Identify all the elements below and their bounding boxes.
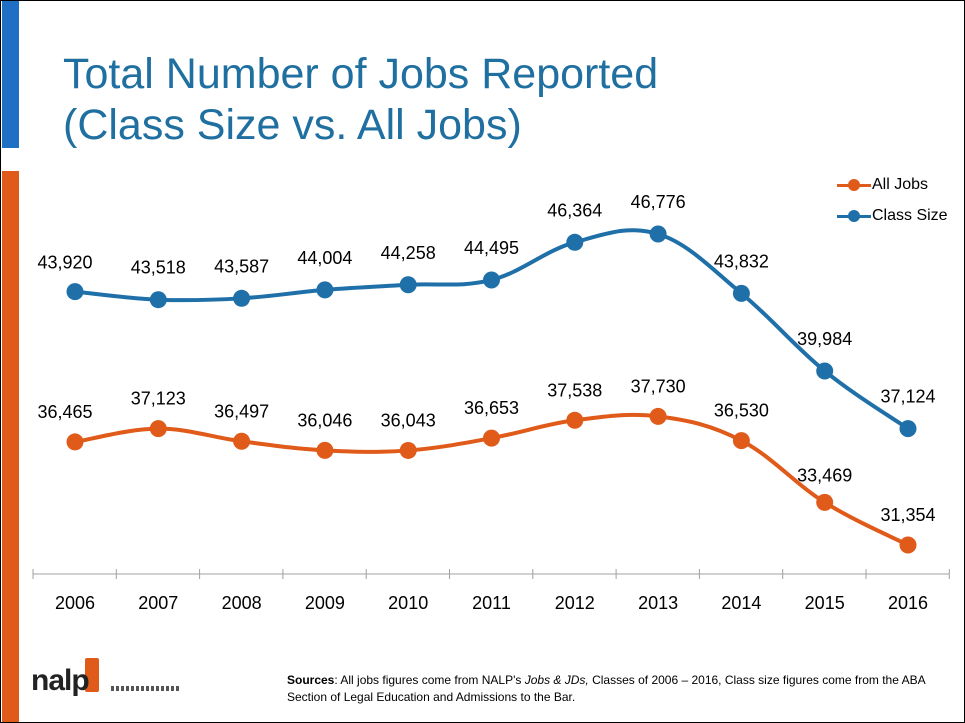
- data-point-class-size: [732, 284, 750, 302]
- x-tick-label: 2006: [55, 593, 95, 613]
- title-line-2: (Class Size vs. All Jobs): [63, 101, 522, 149]
- data-point-all-jobs: [566, 411, 584, 429]
- x-tick-label: 2012: [555, 593, 595, 613]
- data-point-all-jobs: [233, 432, 251, 450]
- data-point-all-jobs: [649, 407, 667, 425]
- x-tick-label: 2008: [222, 593, 262, 613]
- data-point-class-size: [566, 233, 584, 251]
- data-label-class-size: 44,495: [464, 238, 519, 258]
- data-point-class-size: [899, 420, 917, 438]
- sources-text-1: : All jobs figures come from NALP's: [334, 673, 525, 687]
- nalp-logo: nalp: [29, 658, 209, 706]
- x-tick-label: 2013: [638, 593, 678, 613]
- data-point-class-size: [649, 225, 667, 243]
- data-label-class-size: 39,984: [797, 329, 852, 349]
- sources-text-2: Classes of 2006 – 2016, Class size figur…: [287, 673, 925, 704]
- legend-label-all-jobs: All Jobs: [872, 175, 929, 193]
- data-label-all-jobs: 33,469: [797, 465, 852, 485]
- data-label-all-jobs: 36,046: [297, 410, 352, 430]
- logo-tagline-icon: [111, 686, 179, 691]
- line-chart: 2006 2007 2008 2009 2010 2011 2012 2013 2014 2015…: [32, 192, 950, 613]
- data-point-all-jobs: [899, 536, 917, 554]
- data-point-all-jobs: [316, 441, 334, 459]
- x-tick-label: 2007: [138, 593, 178, 613]
- data-point-all-jobs: [816, 493, 834, 511]
- data-label-class-size: 44,004: [297, 248, 352, 268]
- data-label-all-jobs: 36,530: [714, 401, 769, 421]
- data-point-class-size: [483, 271, 500, 289]
- data-point-all-jobs: [483, 429, 500, 447]
- x-tick-label: 2016: [888, 593, 928, 613]
- legend-item-class-size: Class Size: [837, 200, 962, 231]
- slide-title: Total Number of Jobs Reported (Class Siz…: [63, 49, 823, 151]
- data-label-all-jobs: 37,538: [547, 380, 602, 400]
- data-label-all-jobs: 37,123: [131, 389, 186, 409]
- chart-legend: All Jobs Class Size: [837, 169, 962, 231]
- accent-bar-blue: [2, 1, 19, 148]
- x-tick-label: 2010: [388, 593, 428, 613]
- x-tick-label: 2009: [305, 593, 345, 613]
- sources-italic: Jobs & JDs,: [524, 673, 589, 687]
- data-label-all-jobs: 36,043: [381, 410, 436, 430]
- title-line-1: Total Number of Jobs Reported: [63, 50, 659, 98]
- logo-mark-icon: [85, 658, 99, 692]
- logo-text: nalp: [31, 664, 90, 697]
- data-label-all-jobs: 31,354: [880, 505, 935, 525]
- legend-swatch-class-size: [837, 209, 871, 223]
- x-tick-label: 2011: [472, 593, 511, 613]
- data-label-all-jobs: 37,730: [631, 376, 686, 396]
- data-point-all-jobs: [399, 441, 417, 459]
- data-label-class-size: 43,832: [714, 251, 769, 271]
- data-label-class-size: 43,518: [131, 258, 186, 278]
- x-tick-label: 2015: [805, 593, 845, 613]
- data-label-class-size: 37,124: [880, 387, 935, 407]
- data-label-all-jobs: 36,465: [37, 402, 92, 422]
- sources-label: Sources: [287, 673, 335, 687]
- data-point-all-jobs: [149, 420, 167, 438]
- legend-item-all-jobs: All Jobs: [837, 169, 962, 200]
- data-point-all-jobs: [66, 433, 84, 451]
- data-label-all-jobs: 36,653: [464, 398, 519, 418]
- data-label-class-size: 44,258: [381, 243, 436, 263]
- data-point-class-size: [233, 289, 251, 307]
- data-point-class-size: [66, 283, 84, 301]
- legend-swatch-all-jobs: [837, 178, 871, 192]
- data-label-class-size: 43,920: [37, 253, 92, 273]
- data-point-all-jobs: [732, 432, 750, 450]
- data-point-class-size: [149, 291, 167, 309]
- data-label-class-size: 43,587: [214, 256, 269, 276]
- data-point-class-size: [816, 362, 834, 380]
- x-tick-label: 2014: [721, 593, 761, 613]
- accent-bar-orange: [2, 171, 19, 722]
- data-point-class-size: [399, 276, 417, 294]
- data-label-all-jobs: 36,497: [214, 401, 269, 421]
- data-label-class-size: 46,364: [547, 200, 602, 220]
- sources-note: Sources: All jobs figures come from NALP…: [287, 672, 927, 706]
- data-label-class-size: 46,776: [631, 192, 686, 212]
- data-point-class-size: [316, 281, 334, 299]
- legend-label-class-size: Class Size: [872, 206, 948, 224]
